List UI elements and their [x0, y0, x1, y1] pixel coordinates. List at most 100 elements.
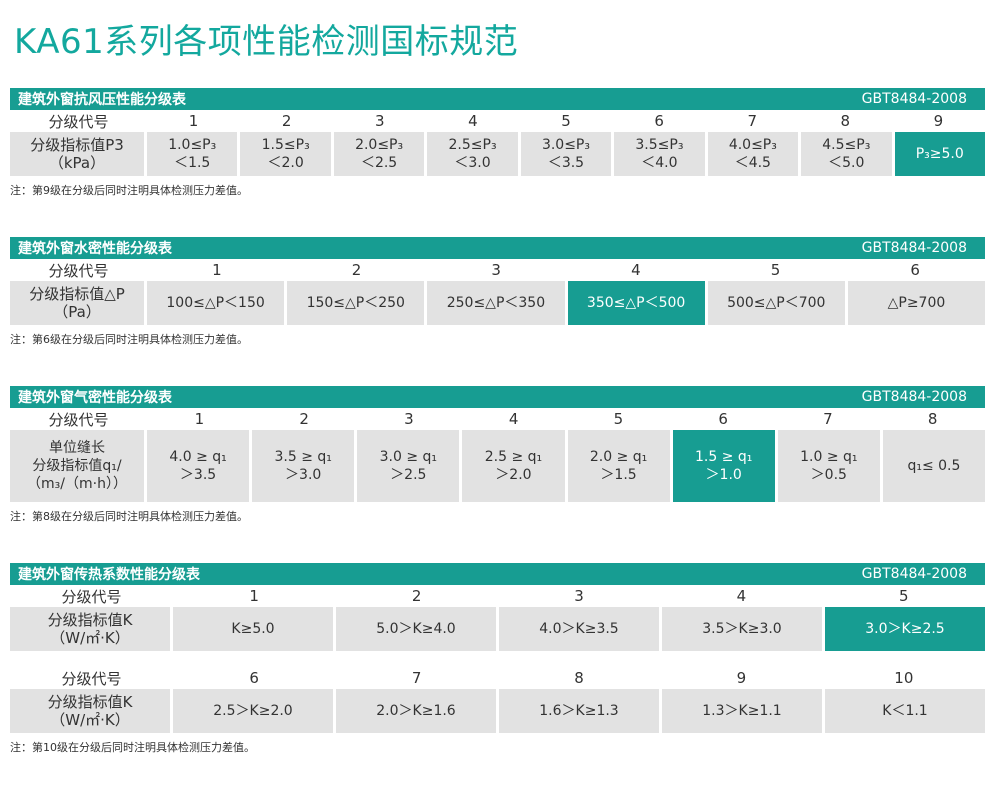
grade-code: 5: [899, 587, 909, 605]
grade-index-cell: 3.0 ≥ q₁ ＞2.5: [357, 430, 460, 502]
grade-index-cell: 3.5≤P₃ ＜4.0: [614, 132, 705, 176]
cell-text: K＜1.1: [882, 703, 928, 719]
grade-index-cell: K≥5.0: [173, 607, 333, 651]
grade-index-cells: 4.0 ≥ q₁ ＞3.5 3.5 ≥ q₁ ＞3.0 3.0 ≥ q₁ ＞2.5 2.5 …: [147, 430, 985, 502]
cell-text: 350≤△P＜500: [586, 295, 686, 311]
grade-code: 3: [491, 261, 501, 279]
grade-index-cell: △P≥700: [847, 281, 986, 325]
cell-text-line: ＜3.5: [547, 155, 585, 171]
cell-text-line: 2.0 ≥ q₁: [589, 449, 648, 465]
grade-code: 1: [212, 261, 222, 279]
grade-index-cell: 3.5 ≥ q₁ ＞3.0: [252, 430, 355, 502]
section-title: 建筑外窗抗风压性能分级表: [18, 92, 186, 108]
grade-index-row: 分级指标值K （W/㎡·K） 2.5＞K≥2.0 2.0＞K≥1.6 1.6＞K≥1…: [10, 689, 985, 733]
standard-code: GBT8484-2008: [861, 389, 967, 405]
grade-codes: 1 2 3 4 5 6 7 8: [147, 410, 985, 428]
grade-index-cell: 2.5≤P₃ ＜3.0: [427, 132, 518, 176]
grade-code-row: 分级代号 6 7 8 9 10: [10, 667, 985, 689]
grade-code: 8: [574, 669, 584, 687]
grade-code-row: 分级代号 1 2 3 4 5 6 7 8: [10, 408, 985, 430]
grade-codes: 1 2 3 4 5 6 7 8 9: [147, 112, 985, 130]
cell-text-line: 4.0≤P₃: [728, 137, 777, 153]
cell-text: 1.3＞K≥1.1: [702, 703, 782, 719]
standard-code: GBT8484-2008: [861, 566, 967, 582]
footnote: 注：第10级在分级后同时注明具体检测压力差值。: [10, 741, 255, 754]
standard-code: GBT8484-2008: [861, 240, 967, 256]
grade-codes: 1 2 3 4 5 6: [147, 261, 985, 279]
grade-index-cell: 3.5＞K≥3.0: [662, 607, 822, 651]
grade-code: 1: [249, 587, 259, 605]
grade-code: 3: [375, 112, 385, 130]
grade-code: 6: [249, 669, 259, 687]
grade-code: 7: [747, 112, 757, 130]
cell-text: △P≥700: [887, 295, 946, 311]
cell-text-line: ＞1.5: [600, 467, 637, 483]
grade-code-label: 分级代号: [61, 669, 122, 688]
grade-index-cell-highlighted: P₃≥5.0: [894, 132, 985, 176]
grade-code: 1: [188, 112, 199, 130]
grade-code-row: 分级代号 1 2 3 4 5 6 7 8 9: [10, 110, 985, 132]
standard-code: GBT8484-2008: [861, 91, 967, 107]
cell-text: K≥5.0: [231, 621, 275, 637]
grade-index-cell: 2.0 ≥ q₁ ＞1.5: [567, 430, 670, 502]
grade-code: 7: [411, 669, 422, 687]
water-tightness-section: 建筑外窗水密性能分级表 GBT8484-2008 分级代号 1 2 3 4 5 6 分级指…: [10, 237, 986, 347]
cell-text: 150≤△P＜250: [306, 295, 405, 311]
grade-index-row: 分级指标值△P （Pa） 100≤△P＜150 150≤△P＜250 250≤△P＜…: [10, 281, 986, 325]
cell-text-line: 2.5 ≥ q₁: [484, 449, 543, 465]
cell-text-line: ＞1.0: [705, 467, 742, 483]
cell-text-line: ＞2.5: [390, 467, 427, 483]
wind-pressure-section: 建筑外窗抗风压性能分级表 GBT8484-2008 分级代号 1 2 3 4 5 6 7 8 9…: [10, 88, 985, 198]
cell-text: 500≤△P＜700: [727, 295, 826, 311]
grade-index-cell-highlighted: 3.0＞K≥2.5: [825, 607, 985, 651]
grade-code-label: 分级代号: [48, 410, 109, 429]
grade-code: 10: [894, 669, 914, 687]
cell-text: 3.5＞K≥3.0: [702, 621, 782, 637]
grade-index-cell: 2.0＞K≥1.6: [336, 689, 496, 733]
grade-index-cell: 4.0 ≥ q₁ ＞3.5: [147, 430, 250, 502]
cell-text-line: ＜5.0: [828, 155, 865, 171]
index-unit-line: （kPa）: [48, 154, 106, 172]
grade-index-cell-highlighted: 350≤△P＜500: [567, 281, 705, 325]
grade-index-cell: 2.5＞K≥2.0: [173, 689, 333, 733]
cell-text: 2.0＞K≥1.6: [376, 703, 456, 719]
grade-code: 5: [561, 112, 571, 130]
grade-index-cell: 1.0 ≥ q₁ ＞0.5: [777, 430, 880, 502]
grade-index-label: 分级指标值△P （Pa）: [10, 281, 144, 325]
grade-code: 2: [411, 587, 422, 605]
cell-text: 1.6＞K≥1.3: [539, 703, 619, 719]
cell-text-line: 1.5≤P₃: [261, 137, 310, 153]
index-unit-line: （W/㎡·K）: [50, 711, 130, 729]
cell-text-line: ＜1.5: [174, 155, 211, 171]
grade-code: 2: [281, 112, 292, 130]
section-title: 建筑外窗气密性能分级表: [18, 390, 172, 406]
grade-code: 6: [718, 410, 728, 428]
grade-index-row: 分级指标值K （W/㎡·K） K≥5.0 5.0＞K≥4.0 4.0＞K≥3.5 3.…: [10, 607, 985, 651]
grade-code: 9: [933, 112, 944, 130]
grade-index-cell: 1.6＞K≥1.3: [499, 689, 659, 733]
cell-text-line: ＜2.5: [360, 155, 398, 171]
section-title: 建筑外窗水密性能分级表: [18, 241, 172, 257]
grade-index-label: 分级指标值K （W/㎡·K）: [10, 689, 170, 733]
grade-code: 8: [927, 410, 938, 428]
grade-index-cell: q₁≤ 0.5: [882, 430, 985, 502]
index-label-line: 分级指标值K: [47, 611, 133, 629]
grade-index-cell: 250≤△P＜350: [427, 281, 565, 325]
cell-text-line: 2.5≤P₃: [448, 137, 497, 153]
index-unit-line: （m₃/（m·h））: [27, 476, 127, 492]
section-header: 建筑外窗抗风压性能分级表 GBT8484-2008: [10, 88, 985, 110]
grade-index-cell: 1.5≤P₃ ＜2.0: [240, 132, 331, 176]
cell-text-line: 2.0≤P₃: [355, 137, 404, 153]
cell-text-line: ＞3.5: [179, 467, 217, 483]
cell-text-line: ＜4.5: [734, 155, 771, 171]
grade-code-label: 分级代号: [48, 261, 109, 280]
cell-text-line: 4.0 ≥ q₁: [169, 449, 227, 465]
grade-code: 7: [823, 410, 833, 428]
grade-code: 4: [736, 587, 747, 605]
index-unit-line: （W/㎡·K）: [50, 629, 130, 647]
grade-code: 2: [299, 410, 309, 428]
cell-text-line: 3.5≤P₃: [635, 137, 684, 153]
index-label-line: 分级指标值q₁/: [32, 458, 122, 474]
cell-text-line: 4.5≤P₃: [822, 137, 871, 153]
grade-code: 4: [468, 112, 478, 130]
